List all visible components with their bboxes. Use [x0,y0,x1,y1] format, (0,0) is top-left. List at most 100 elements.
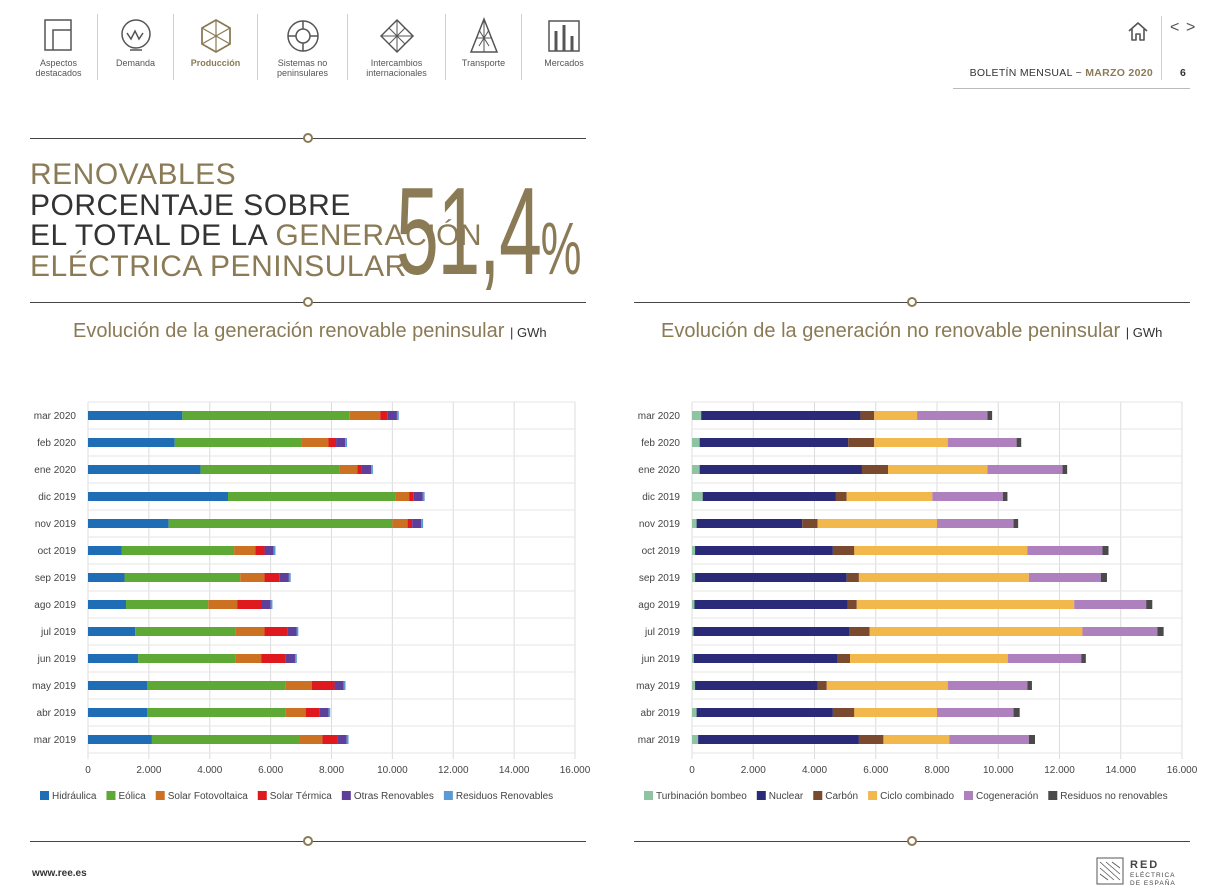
bar-segment [1028,573,1101,582]
bar-segment [1157,627,1164,636]
bar-segment [826,681,948,690]
bar-segment [861,465,888,474]
bar-segment [1027,681,1032,690]
nav-item-markets[interactable]: Mercados [522,14,606,80]
bar-segment [88,654,139,663]
bar-segment [837,654,851,663]
divider-right-middle [634,297,1190,307]
legend-label: Ciclo combinado [880,791,954,802]
bar-segment [151,735,300,744]
category-label: jun 2019 [641,654,681,665]
bar-segment [692,411,702,420]
bar-segment [287,627,297,636]
chart-title-nonrenewable: Evolución de la generación no renovable … [661,320,1162,343]
bar-segment [692,735,699,744]
bar-segment [987,465,1063,474]
bar-segment [850,654,1008,663]
bar-segment [409,492,414,501]
bar-segment [88,735,152,744]
bar-segment [387,411,397,420]
bar-segment [299,735,323,744]
demand-icon [120,19,151,51]
bar-segment [285,654,295,663]
bar-segment [1074,600,1147,609]
nav-label: Producción [190,58,241,68]
divider-dot [303,836,313,846]
x-tick-label: 8.000 [924,765,949,776]
production-icon [200,18,231,54]
bar-segment [88,708,148,717]
headline-line-4: ELÉCTRICA PENINSULAR [30,249,407,283]
category-label: abr 2019 [37,708,77,719]
nav-item-exchanges[interactable]: Intercambios internacionales [348,14,446,80]
headline-line-3a: EL TOTAL DE LA [30,219,276,252]
bar-segment [692,573,696,582]
nav-label: Sistemas no peninsulares [276,58,329,78]
chart-nonrenewable: 0 2.000 4.000 6.000 8.000 10.000 12.000 14.000 1… [636,401,1198,802]
divider-dot [303,297,313,307]
nav-item-production[interactable]: Producción [174,14,258,80]
category-label: ene 2020 [638,465,680,476]
legend-label: Carbón [825,791,858,802]
x-tick-label: 2.000 [136,765,161,776]
category-label: sep 2019 [639,573,681,584]
category-label: oct 2019 [642,546,681,557]
bar-segment [328,438,337,447]
bar-segment [88,465,201,474]
bar-segment [917,411,988,420]
bar-segment [874,411,918,420]
bar-segment [987,411,993,420]
category-label: ago 2019 [638,600,680,611]
bar-segment [182,411,350,420]
home-icon[interactable] [1126,20,1150,42]
category-label: jun 2019 [37,654,77,665]
divider-left-bottom [30,836,586,846]
nav-label: Demanda [115,58,156,68]
footer-url[interactable]: www.ree.es [32,868,87,879]
bar-segment [692,600,695,609]
bar-segment [279,573,289,582]
bar-segment [421,519,424,528]
bar-segment [692,627,694,636]
bar-segment [208,600,238,609]
svg-text:ELÉCTRICA: ELÉCTRICA [1130,870,1175,879]
bar-segment [1002,492,1008,501]
bar-segment [285,708,306,717]
svg-text:DE ESPAÑA: DE ESPAÑA [1130,878,1176,887]
legend-label: Cogeneración [976,791,1038,802]
nav-item-demand[interactable]: Demanda [98,14,174,80]
header-separator [1161,16,1162,80]
bar-segment [1007,654,1082,663]
legend-swatch [756,791,766,800]
legend-label: Eólica [118,791,146,802]
x-tick-label: 6.000 [258,765,283,776]
bar-segment [947,438,1017,447]
bar-segment [817,519,937,528]
bar-segment [695,546,833,555]
nav-item-highlights[interactable]: Aspectos destacados [20,14,98,80]
bar-segment [854,708,937,717]
nav-item-non-peninsular[interactable]: Sistemas no peninsulares [258,14,348,80]
legend-swatch [443,791,453,800]
chart-unit-renewable-text: GWh [516,325,547,340]
bar-segment [319,708,329,717]
bar-segment [296,627,299,636]
bar-segment [138,654,236,663]
nav-item-transport[interactable]: Transporte [446,14,522,80]
bar-segment [848,438,875,447]
nav-label: Aspectos destacados [35,58,82,78]
legend-swatch [40,791,49,800]
bar-segment [692,708,697,717]
bar-segment [322,735,338,744]
next-page-button[interactable]: > [1186,19,1196,36]
legend-swatch [341,791,351,800]
bar-segment [858,573,1029,582]
bar-segment [174,438,302,447]
x-tick-label: 6.000 [863,765,888,776]
previous-page-button[interactable]: < [1170,19,1180,36]
bar-segment [1062,465,1068,474]
bar-segment [1027,546,1103,555]
bar-segment [237,600,262,609]
bar-segment [294,654,297,663]
legend-label: Residuos no renovables [1060,791,1167,802]
